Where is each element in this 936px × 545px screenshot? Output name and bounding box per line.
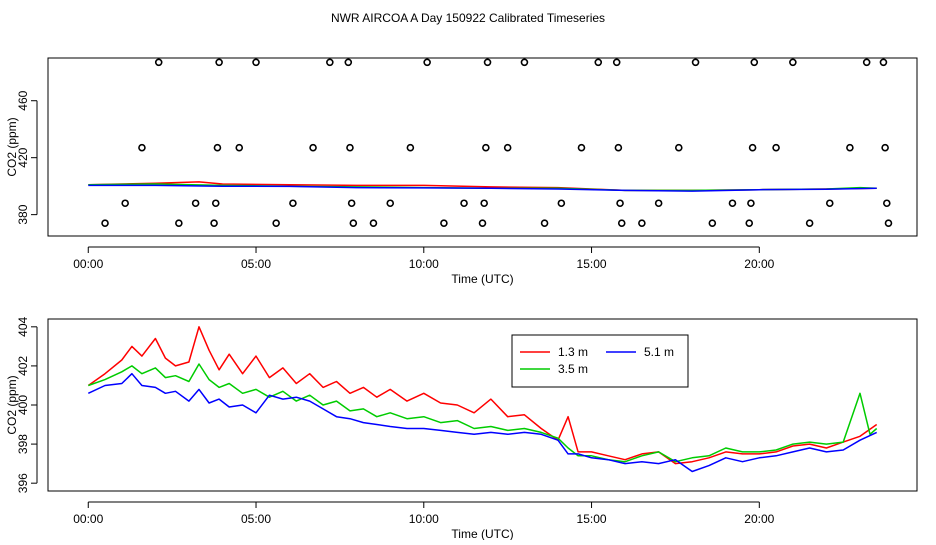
y-tick-label: 404 (16, 316, 30, 336)
data-point-marker (503, 143, 512, 152)
data-point-marker (406, 143, 415, 152)
x-tick-label: 00:00 (73, 257, 103, 271)
data-point-marker (614, 143, 623, 152)
data-point-marker (213, 143, 222, 152)
y-axis-label: CO2 (ppm) (5, 375, 19, 434)
data-point-marker (748, 143, 757, 152)
data-point-marker (520, 58, 529, 67)
data-point-marker (805, 219, 814, 227)
data-point-marker (138, 143, 146, 152)
x-tick-label: 10:00 (409, 257, 439, 271)
plot-frame (47, 57, 918, 237)
data-point-marker (612, 58, 621, 67)
y-tick-label: 396 (16, 473, 30, 493)
data-point-marker (349, 219, 358, 227)
y-tick-label: 420 (16, 147, 30, 167)
data-point-marker (708, 219, 717, 227)
data-point-marker (215, 58, 223, 67)
x-axis-label: Time (UTC) (451, 272, 513, 286)
data-point-marker (862, 58, 871, 67)
series-line-5-1-m (87, 372, 878, 473)
data-point-marker (289, 199, 297, 208)
data-point-marker (747, 199, 755, 208)
data-point-marker (309, 143, 317, 152)
y-tick-label: 402 (16, 356, 30, 376)
bottom-panel: 00:00 05:00 10:00 15:00 20:00 Time (UTC) 396 39… (5, 316, 918, 541)
data-point-marker (594, 58, 603, 67)
x-tick-label: 10:00 (409, 512, 439, 526)
x-tick-label: 20:00 (744, 257, 774, 271)
data-point-marker (638, 219, 646, 227)
data-point-marker (617, 219, 626, 227)
data-point-marker (577, 143, 586, 152)
data-point-marker (386, 199, 395, 208)
data-point-marker (482, 143, 490, 152)
data-point-marker (210, 219, 218, 227)
data-point-marker (478, 219, 487, 227)
legend-label: 1.3 m (558, 345, 588, 359)
data-point-marker (460, 199, 468, 208)
data-point-marker (825, 199, 834, 208)
data-point-marker (121, 199, 129, 208)
data-point-marker (750, 58, 759, 67)
data-point-marker (235, 143, 244, 152)
top-panel: 00:00 05:00 10:00 15:00 20:00 Time (UTC) 380 42… (5, 57, 918, 286)
series-group (87, 326, 878, 473)
data-point-marker (772, 143, 780, 152)
x-tick-label: 15:00 (577, 257, 607, 271)
series-group (88, 181, 877, 192)
data-point-marker (480, 199, 488, 208)
y-tick-label: 460 (16, 90, 30, 110)
data-point-marker (252, 58, 260, 67)
data-point-marker (423, 58, 431, 67)
data-point-marker (154, 58, 163, 67)
data-point-marker (879, 58, 888, 67)
y-tick-label: 400 (16, 395, 30, 415)
data-point-marker (483, 58, 492, 67)
data-point-marker (846, 143, 854, 152)
data-point-marker (540, 219, 549, 227)
data-point-marker (674, 143, 683, 152)
data-point-marker (272, 219, 280, 227)
x-tick-label: 20:00 (744, 512, 774, 526)
data-point-marker (440, 219, 448, 227)
x-axis-label: Time (UTC) (451, 527, 513, 540)
series-line-3-5-m (88, 363, 878, 463)
plot-frame (47, 318, 918, 492)
data-point-marker (654, 199, 663, 208)
x-tick-label: 05:00 (241, 257, 271, 271)
data-point-marker (745, 219, 754, 227)
legend-box (511, 334, 689, 388)
series-line-5-1-m (88, 184, 877, 192)
x-tick-label: 00:00 (73, 512, 103, 526)
data-point-marker (557, 199, 566, 208)
data-point-marker (191, 199, 200, 208)
y-tick-label: 380 (16, 204, 30, 224)
legend-label: 3.5 m (558, 362, 588, 376)
x-tick-label: 05:00 (241, 512, 271, 526)
data-point-marker (883, 199, 891, 208)
data-point-marker (884, 219, 893, 227)
y-axis-label: CO2 (ppm) (5, 117, 19, 176)
chart-title: NWR AIRCOA A Day 150922 Calibrated Times… (331, 11, 605, 25)
data-point-marker (101, 219, 109, 227)
data-point-marker (346, 143, 354, 152)
data-point-marker (789, 58, 797, 67)
data-point-marker (344, 58, 353, 67)
data-point-marker (347, 199, 356, 208)
data-point-marker (175, 219, 183, 227)
legend-label: 5.1 m (644, 345, 674, 359)
data-point-marker (326, 58, 334, 67)
x-tick-label: 15:00 (577, 512, 607, 526)
data-point-marker (728, 199, 737, 208)
series-line-1-3-m (87, 326, 878, 465)
y-tick-label: 398 (16, 434, 30, 454)
data-point-marker (881, 143, 889, 152)
data-point-marker (691, 58, 700, 67)
data-point-marker (616, 199, 624, 208)
data-point-marker (369, 219, 378, 227)
data-point-marker (211, 199, 220, 208)
